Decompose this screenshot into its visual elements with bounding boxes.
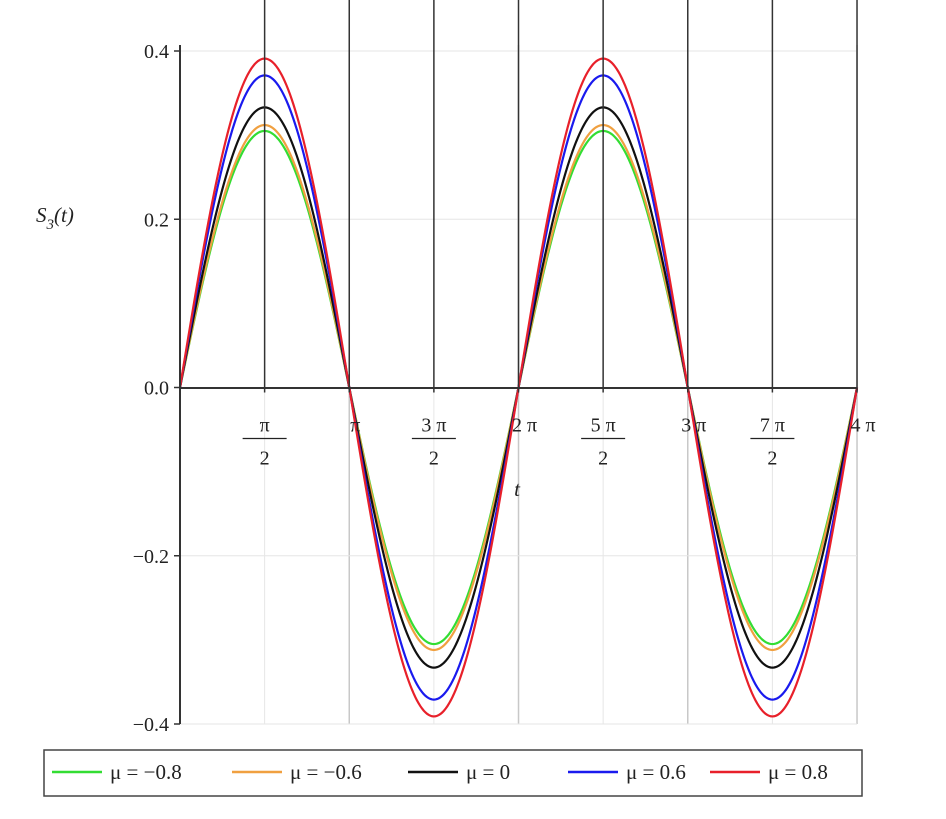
x-tick-label-denominator: 2 xyxy=(598,448,608,470)
y-axis-title-suffix: (t) xyxy=(54,203,74,227)
y-tick-labels: 0.4 0.2 0.0 −0.2 −0.4 xyxy=(133,41,180,736)
x-tick-labels: π 2 π 3 π 2 2 π 5 π 2 3 π 7 π 2 4 π xyxy=(242,0,876,470)
y-tick-label: 0.4 xyxy=(144,41,169,63)
legend-label-1: μ = −0.6 xyxy=(290,760,362,784)
x-tick-label: 2 π xyxy=(512,415,537,437)
x-tick-label-numerator: 3 π xyxy=(421,415,446,437)
legend: μ = −0.8 μ = −0.6 μ = 0 μ = 0.6 μ = 0.8 xyxy=(43,749,863,797)
x-tick-label-numerator: 7 π xyxy=(760,415,785,437)
legend-label-3: μ = 0.6 xyxy=(626,760,686,784)
x-tick-label-denominator: 2 xyxy=(429,448,439,470)
x-tick-label: 3 π xyxy=(681,415,706,437)
x-tick-label-denominator: 2 xyxy=(767,448,777,470)
y-axis-title: S3(t) xyxy=(36,203,74,233)
y-tick-label: 0.2 xyxy=(144,209,169,231)
x-tick-label: π xyxy=(350,415,360,437)
y-tick-label: 0.0 xyxy=(144,378,169,400)
legend-label-2: μ = 0 xyxy=(466,760,510,784)
y-axis-title-sub: 3 xyxy=(46,217,55,233)
x-tick-label-numerator: π xyxy=(260,415,270,437)
x-tick-label-numerator: 5 π xyxy=(591,415,616,437)
y-tick-label: −0.2 xyxy=(133,546,169,568)
x-tick-label: 4 π xyxy=(850,415,875,437)
legend-items: μ = −0.8 μ = −0.6 μ = 0 μ = 0.6 μ = 0.8 xyxy=(52,760,828,784)
legend-label-0: μ = −0.8 xyxy=(110,760,182,784)
y-tick-label: −0.4 xyxy=(133,714,169,736)
x-axis-title: t xyxy=(514,477,521,501)
legend-label-4: μ = 0.8 xyxy=(768,760,828,784)
y-axis-title-main: S xyxy=(36,203,47,227)
x-tick-label-denominator: 2 xyxy=(260,448,270,470)
